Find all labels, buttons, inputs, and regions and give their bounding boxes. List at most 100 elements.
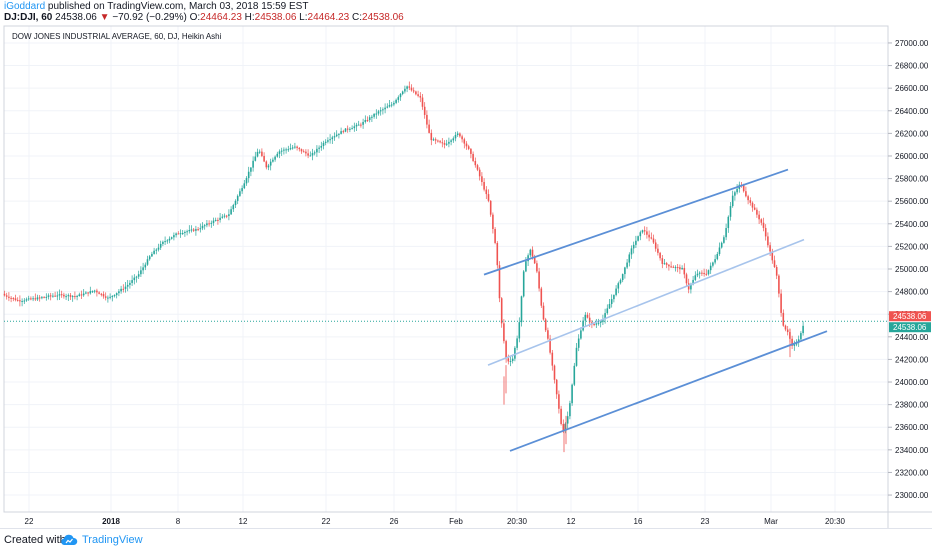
candle-body xyxy=(236,195,239,201)
ohlc-line: DJ:DJI, 60 24538.06 ▼ −70.92 (−0.29%) O:… xyxy=(4,12,404,23)
candle-body xyxy=(478,169,481,177)
candle-body xyxy=(265,161,268,168)
time-axis[interactable]: 22 2018 8 12 22 26 Feb 20:30 12 16 23 Mar 20:30 xyxy=(25,517,846,526)
channel-lines[interactable] xyxy=(483,168,828,452)
candle-body xyxy=(509,360,512,362)
candle-body xyxy=(140,270,142,275)
candle-body xyxy=(613,294,615,300)
candle-body xyxy=(208,223,210,225)
candle-body xyxy=(470,148,472,154)
candle-body xyxy=(344,128,347,132)
candle-body xyxy=(443,143,446,145)
candle-body xyxy=(540,288,543,306)
candle-body xyxy=(665,263,668,265)
candle-body xyxy=(648,234,650,238)
candle-body xyxy=(720,242,723,248)
candle-body xyxy=(355,124,358,127)
publish-line: iGoddard published on TradingView.com, M… xyxy=(4,1,308,12)
candle-body xyxy=(294,146,296,148)
candle-body xyxy=(793,344,796,346)
candle-body xyxy=(107,297,109,299)
candle-body xyxy=(610,299,613,305)
close-label: C: xyxy=(352,12,363,23)
candle-body xyxy=(575,347,578,366)
candle-body xyxy=(98,292,100,294)
candle-body xyxy=(85,292,87,294)
candle-body xyxy=(555,379,558,395)
candle-body xyxy=(463,139,466,144)
last-price: 24538.06 xyxy=(55,12,97,23)
candle-body xyxy=(203,225,206,227)
candle-body xyxy=(637,236,639,241)
candle-body xyxy=(507,358,510,362)
candle-body xyxy=(751,202,754,208)
x-tick-label: Feb xyxy=(449,517,463,526)
candle-body xyxy=(245,178,248,184)
candle-body xyxy=(694,275,697,280)
candle-body xyxy=(654,242,657,249)
candle-body xyxy=(102,294,105,297)
candle-body xyxy=(527,255,529,262)
channel-mid-line[interactable] xyxy=(487,238,805,366)
candle-body xyxy=(439,141,441,143)
candle-body xyxy=(782,312,785,326)
candle-body xyxy=(485,189,488,195)
candles xyxy=(3,81,804,453)
candle-body xyxy=(67,295,70,297)
candle-body xyxy=(498,265,501,299)
candle-body xyxy=(663,263,666,265)
candle-body xyxy=(586,314,589,318)
candle-body xyxy=(707,270,710,275)
candle-body xyxy=(474,160,477,166)
price-chart[interactable]: DOW JONES INDUSTRIAL AVERAGE, 60, DJ, He… xyxy=(0,0,932,528)
channel-upper-line[interactable] xyxy=(483,168,789,276)
candle-body xyxy=(296,146,298,148)
low-value: 24464.23 xyxy=(307,12,350,23)
candle-body xyxy=(89,291,92,294)
author-link[interactable]: iGoddard xyxy=(4,1,46,12)
candle-body xyxy=(74,296,76,298)
candle-body xyxy=(309,155,312,157)
candle-body xyxy=(718,247,721,254)
candle-body xyxy=(564,423,567,432)
candle-body xyxy=(164,241,166,243)
candle-body xyxy=(274,156,276,160)
candle-body xyxy=(489,200,492,215)
candle-body xyxy=(714,259,716,263)
candle-body xyxy=(661,258,664,264)
candle-body xyxy=(676,267,679,269)
candle-body xyxy=(34,298,37,300)
candle-body xyxy=(109,296,111,298)
candle-body xyxy=(366,119,369,121)
candle-body xyxy=(80,294,83,296)
candle-body xyxy=(162,241,164,244)
candle-body xyxy=(122,288,125,290)
price-tags: 24538.06 24538.06 xyxy=(889,311,931,333)
candle-body xyxy=(228,214,230,217)
candle-body xyxy=(441,142,444,144)
candle-body xyxy=(712,262,714,266)
candle-body xyxy=(762,222,765,228)
candle-body xyxy=(54,295,56,297)
candle-body xyxy=(320,145,323,148)
tradingview-cloud-icon[interactable] xyxy=(60,533,78,547)
candle-body xyxy=(595,323,598,325)
channel-lower-line[interactable] xyxy=(509,330,828,452)
tradingview-brand-link[interactable]: TradingView xyxy=(82,534,143,546)
candle-body xyxy=(120,288,122,292)
publish-info: published on TradingView.com, March 03, … xyxy=(47,1,309,12)
candle-body xyxy=(298,147,301,150)
candle-body xyxy=(573,365,576,385)
candle-body xyxy=(232,205,235,210)
candle-body xyxy=(258,151,261,153)
candle-body xyxy=(91,291,94,293)
y-tick-label: 26000.00 xyxy=(895,152,929,161)
candle-body xyxy=(525,261,527,272)
candle-body xyxy=(78,294,81,297)
price-axis[interactable]: 23000.00 23200.00 23400.00 23600.00 23800.00… xyxy=(888,39,929,500)
candle-body xyxy=(357,124,360,126)
candle-body xyxy=(56,295,59,297)
candle-body xyxy=(307,153,309,156)
down-arrow-icon: ▼ xyxy=(99,12,110,23)
candle-body xyxy=(529,249,532,256)
